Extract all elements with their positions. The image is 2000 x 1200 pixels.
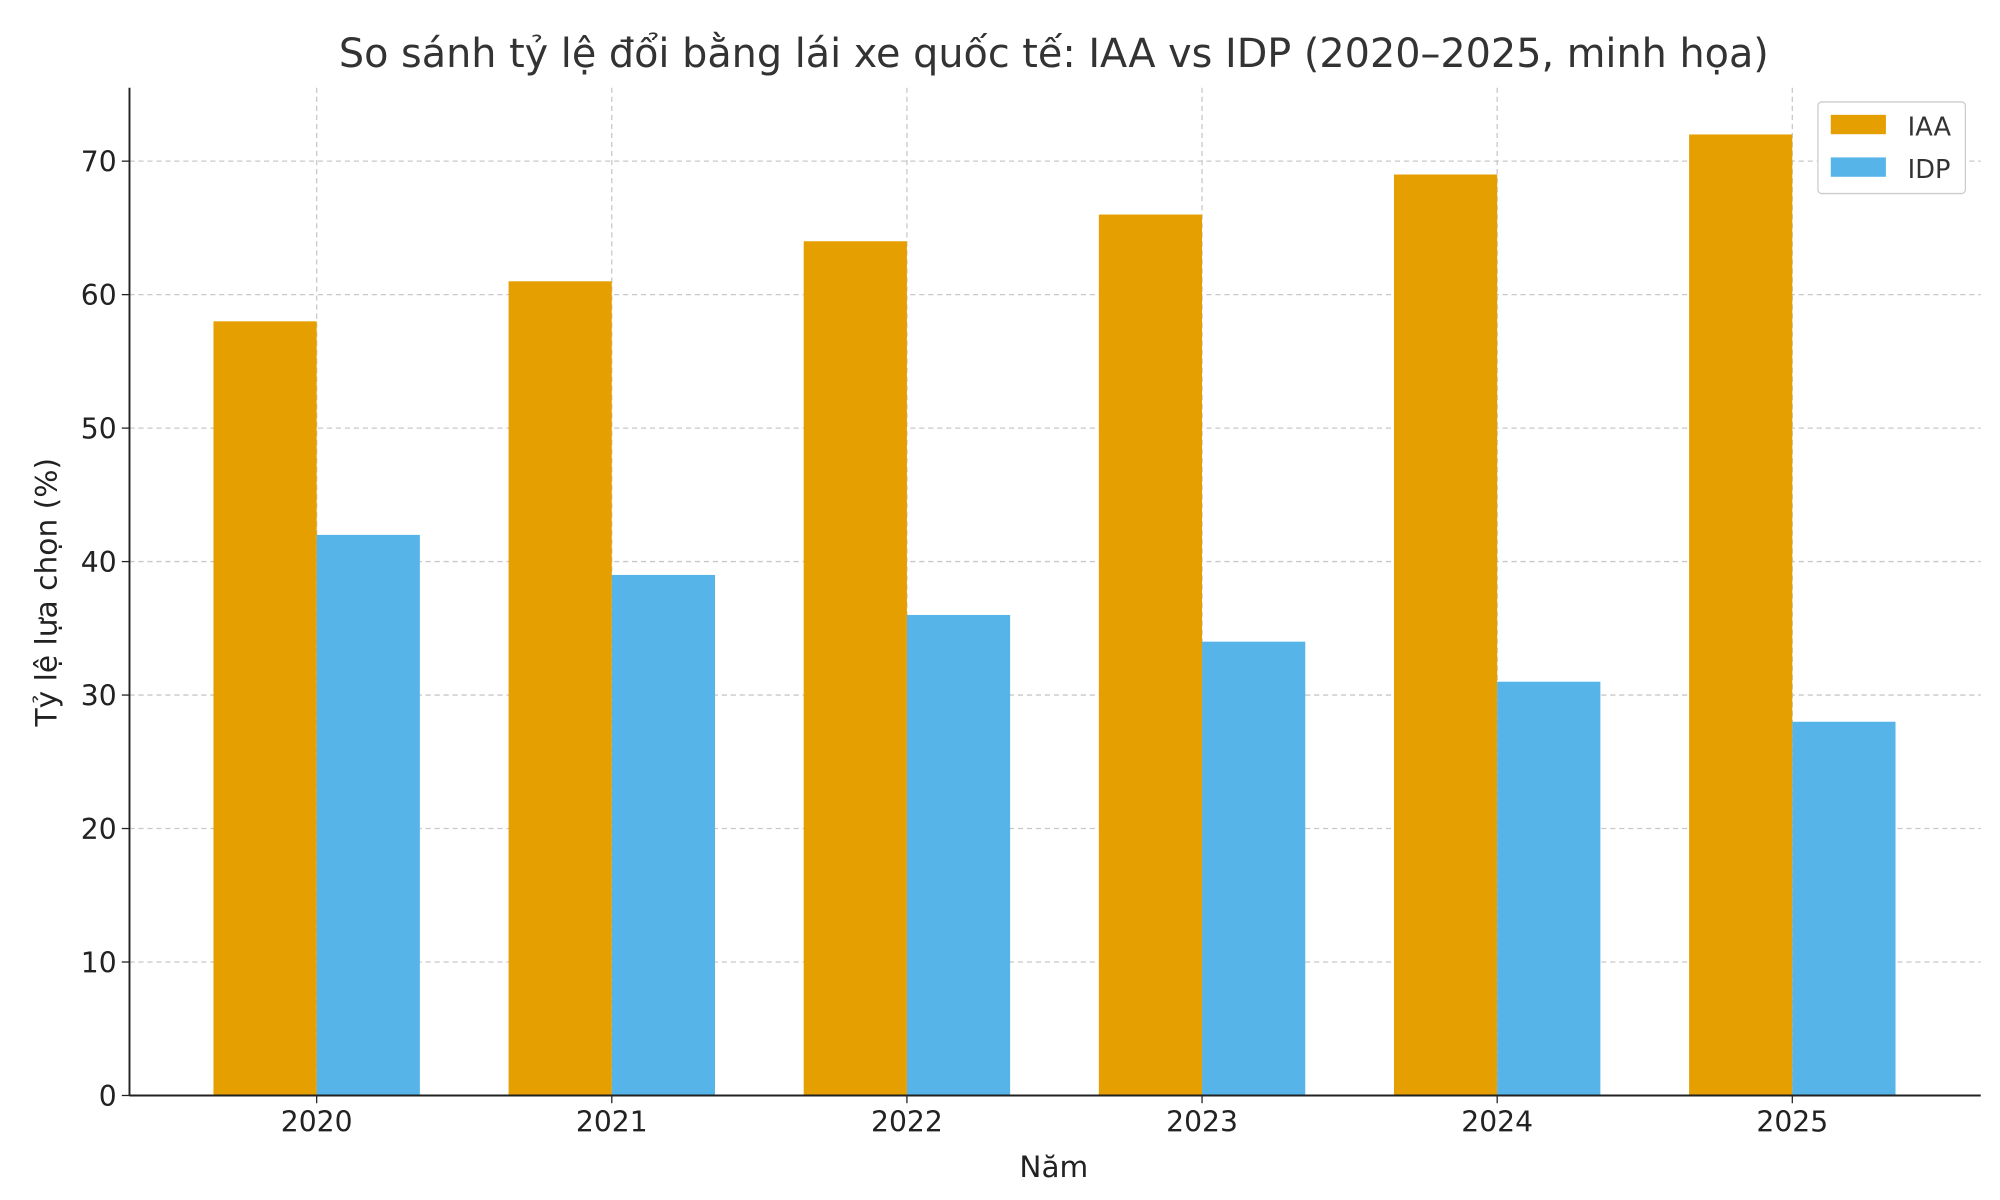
x-axis-label: Năm bbox=[1019, 1150, 1088, 1184]
bar-iaa-2025 bbox=[1689, 134, 1793, 1096]
bar-iaa-2021 bbox=[508, 281, 612, 1096]
chart-title: So sánh tỷ lệ đổi bằng lái xe quốc tế: I… bbox=[339, 31, 1769, 77]
y-tick-label: 70 bbox=[81, 145, 117, 178]
bar-idp-2020 bbox=[316, 534, 420, 1096]
bar-idp-2022 bbox=[906, 614, 1011, 1096]
y-tick-label: 60 bbox=[81, 279, 117, 312]
x-tick-label: 2023 bbox=[1166, 1106, 1238, 1139]
bar-iaa-2020 bbox=[213, 321, 317, 1096]
y-tick-label: 40 bbox=[81, 546, 117, 579]
bar-iaa-2024 bbox=[1393, 174, 1498, 1096]
y-tick-label: 10 bbox=[81, 946, 117, 979]
legend-swatch-iaa bbox=[1830, 114, 1886, 135]
y-tick-label: 30 bbox=[81, 679, 117, 712]
bar-idp-2025 bbox=[1792, 721, 1896, 1096]
grid-lines bbox=[129, 87, 1981, 1096]
y-tick-label: 0 bbox=[99, 1080, 117, 1113]
bar-iaa-2022 bbox=[803, 241, 907, 1096]
bar-idp-2021 bbox=[611, 574, 715, 1096]
x-tick-labels: 2020 2021 2022 2023 2024 2025 bbox=[281, 1095, 1828, 1139]
x-tick-label: 2022 bbox=[871, 1106, 943, 1139]
x-tick-label: 2020 bbox=[281, 1106, 353, 1139]
y-axis-label: Tỷ lệ lựa chọn (%) bbox=[29, 458, 63, 728]
bars bbox=[213, 134, 1896, 1096]
y-tick-label: 50 bbox=[81, 412, 117, 445]
y-tick-labels: 0 10 20 30 40 50 60 70 bbox=[81, 145, 130, 1113]
y-tick-label: 20 bbox=[81, 813, 117, 846]
legend: IAA IDP bbox=[1817, 101, 1967, 195]
legend-label-idp: IDP bbox=[1908, 155, 1951, 185]
legend-swatch-idp bbox=[1830, 157, 1886, 177]
bar-iaa-2023 bbox=[1098, 214, 1203, 1096]
x-tick-label: 2025 bbox=[1756, 1106, 1828, 1139]
legend-label-iaa: IAA bbox=[1908, 112, 1952, 142]
x-tick-label: 2021 bbox=[576, 1106, 648, 1139]
x-tick-label: 2024 bbox=[1461, 1106, 1533, 1139]
bar-idp-2024 bbox=[1497, 681, 1601, 1096]
bar-idp-2023 bbox=[1202, 641, 1306, 1096]
